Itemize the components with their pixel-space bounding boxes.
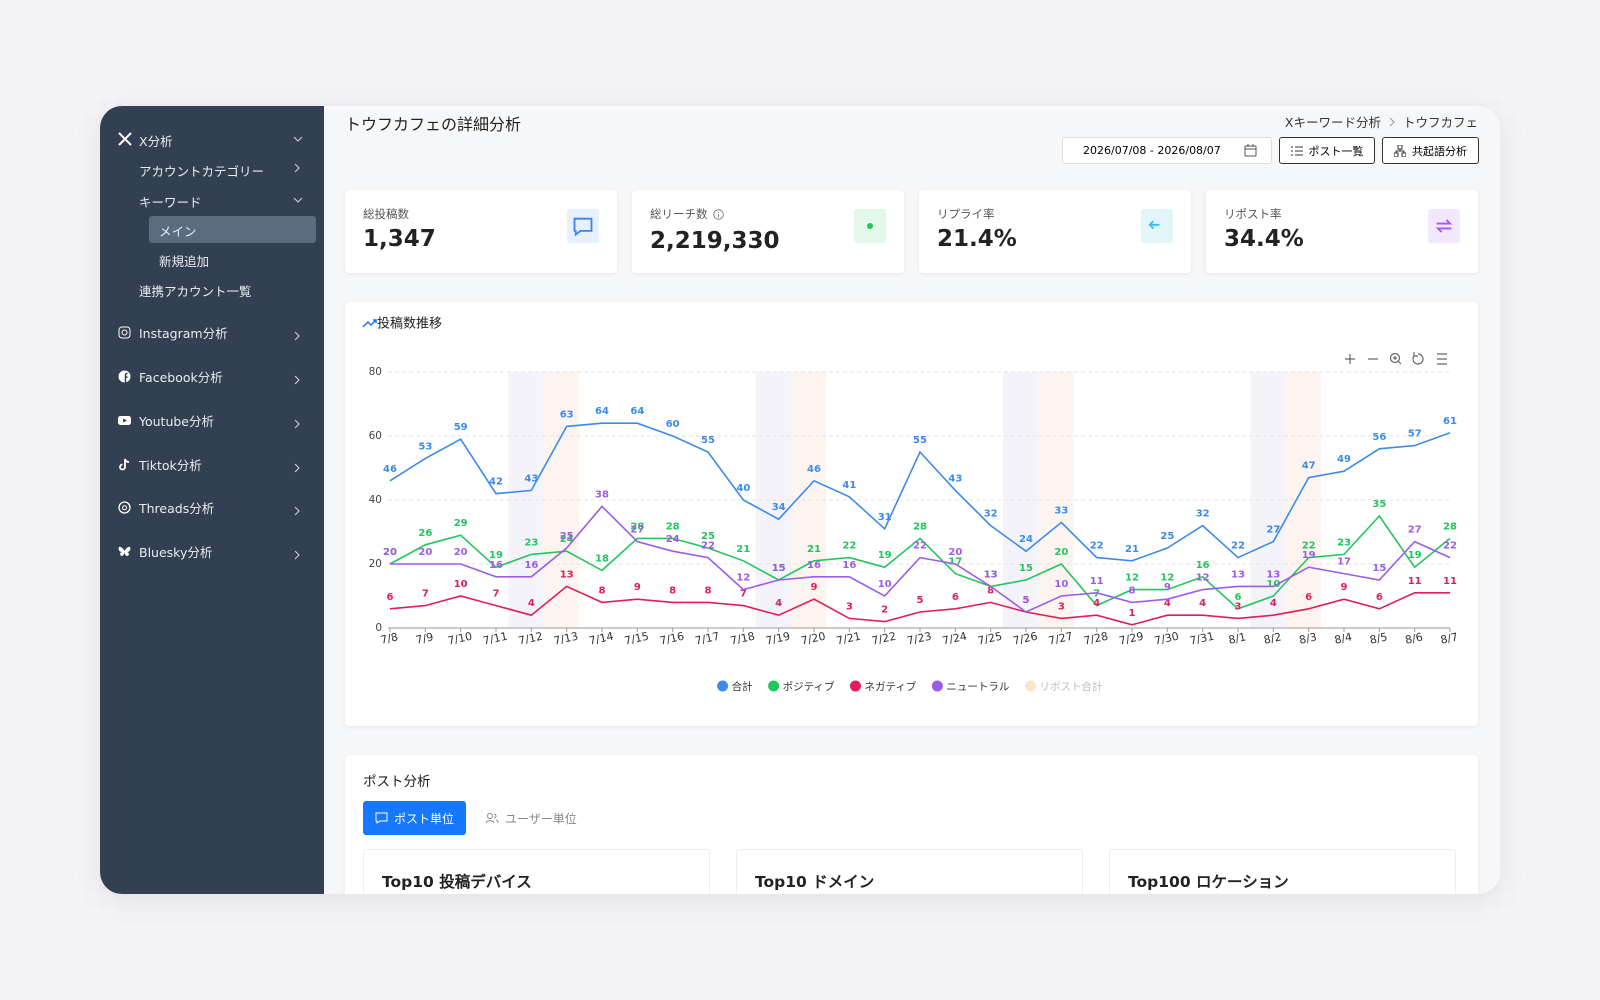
sub-card-title: Top100 ロケーション [1128, 873, 1289, 891]
kpi-card: 総投稿数 1,347 [345, 190, 617, 273]
nav-icon [118, 499, 131, 518]
nav-item[interactable]: Youtube分析 [139, 414, 214, 429]
sub-card-title: Top10 ドメイン [755, 873, 875, 891]
nav-item[interactable]: 連携アカウント一覧 [139, 284, 252, 299]
calendar-icon [1244, 144, 1257, 157]
kpi-label: リポスト率 [1224, 206, 1282, 222]
kpi-card: リプライ率 21.4% [919, 190, 1191, 273]
nav-item[interactable]: Facebook分析 [139, 370, 223, 385]
sidebar: X分析 アカウントカテゴリー キーワード メイン 新規追加 連携アカウント一覧 … [100, 106, 324, 894]
nav-item[interactable]: アカウントカテゴリー [139, 164, 265, 179]
chevron [293, 414, 301, 433]
kpi-label: 総投稿数 [363, 206, 409, 222]
chevron [293, 370, 301, 389]
chevron-icon [294, 463, 300, 473]
sub-card: Top10 ドメイン [736, 849, 1083, 894]
tab-active[interactable]: ポスト単位 [363, 801, 466, 835]
chevron [293, 136, 303, 142]
social-icon [118, 326, 131, 339]
kpi-value: 34.4% [1224, 226, 1304, 252]
kpi-icon-glyph [1435, 219, 1453, 233]
nav-icon [118, 368, 131, 387]
chevron-icon [294, 331, 300, 341]
social-icon [119, 458, 130, 471]
kpi-value: 1,347 [363, 226, 436, 252]
nav-icon [118, 324, 131, 343]
nav-item[interactable]: キーワード [139, 195, 202, 210]
kpi-icon [567, 209, 599, 243]
post-list-button[interactable]: ポスト一覧 [1279, 137, 1375, 164]
nav-item-active[interactable]: メイン [159, 224, 197, 239]
kpi-icon-glyph [573, 217, 593, 237]
chevron-icon [294, 419, 300, 429]
sub-card: Top100 ロケーション [1109, 849, 1456, 894]
kpi-label-text: 総投稿数 [363, 207, 409, 221]
kpi-icon [1428, 209, 1460, 243]
social-icon [118, 501, 131, 514]
chevron [293, 197, 303, 203]
kpi-label-text: リプライ率 [937, 207, 995, 221]
users-icon [485, 813, 499, 824]
kpi-value: 21.4% [937, 226, 1017, 252]
chevron [293, 458, 301, 477]
sub-card: Top10 投稿デバイス [363, 849, 710, 894]
kpi-icon-glyph [1148, 220, 1160, 230]
kpi-card: リポスト率 34.4% [1206, 190, 1478, 273]
nav-icon [118, 543, 131, 562]
date-range: 2026/07/08 - 2026/08/07 [1083, 144, 1221, 157]
chevron [293, 501, 301, 520]
chevron [293, 545, 301, 564]
chevron-icon [294, 375, 300, 385]
app-window: X分析 アカウントカテゴリー キーワード メイン 新規追加 連携アカウント一覧 … [100, 106, 1500, 894]
kpi-card: 総リーチ数 2,219,330 [632, 190, 904, 273]
tab[interactable]: ユーザー単位 [485, 801, 577, 835]
sub-card-title: Top10 投稿デバイス [382, 873, 532, 891]
section-title: ポスト分析 [363, 774, 431, 790]
date-picker[interactable]: 2026/07/08 - 2026/08/07 [1062, 137, 1272, 164]
separator [1389, 117, 1395, 126]
chevron-icon [294, 550, 300, 560]
button-label: 共起語分析 [1412, 144, 1467, 158]
post-analysis-card: ポスト分析 ポスト単位 ユーザー単位 Top10 投稿デバイス Top10 ドメイ… [345, 755, 1478, 894]
social-icon [118, 546, 131, 556]
nav-item[interactable]: Threads分析 [139, 501, 215, 516]
chevron [294, 163, 300, 173]
button-label: ポスト一覧 [1308, 144, 1364, 158]
nav-icon [118, 456, 131, 475]
nav-item[interactable]: Instagram分析 [139, 326, 228, 341]
tab-label: ユーザー単位 [505, 811, 577, 826]
chevron-icon [294, 506, 300, 516]
list-icon [1290, 146, 1303, 155]
social-icon [118, 370, 131, 383]
kpi-label: リプライ率 [937, 206, 995, 222]
page-title: トウフカフェの詳細分析 [345, 115, 522, 134]
chart-card [345, 302, 1478, 726]
kpi-label-text: リポスト率 [1224, 207, 1282, 221]
comment-icon [375, 812, 388, 824]
kpi-icon [854, 209, 886, 243]
info-icon[interactable] [712, 208, 724, 220]
nav-item[interactable]: 新規追加 [159, 254, 210, 269]
kpi-label: 総リーチ数 [650, 206, 724, 222]
x-icon [118, 132, 132, 146]
breadcrumb: Xキーワード分析 トウフカフェ [1285, 112, 1478, 131]
network-icon [1394, 144, 1406, 157]
nav-active-bg [149, 216, 316, 243]
kpi-value: 2,219,330 [650, 228, 780, 254]
nav-item[interactable]: Bluesky分析 [139, 545, 213, 560]
social-icon [118, 416, 131, 425]
kpi-label-text: 総リーチ数 [650, 207, 708, 221]
nav-icon [118, 412, 131, 431]
breadcrumb-item: トウフカフェ [1402, 115, 1478, 130]
tab-label: ポスト単位 [393, 811, 454, 826]
kpi-icon-glyph [866, 222, 874, 230]
breadcrumb-item[interactable]: Xキーワード分析 [1284, 115, 1381, 130]
kpi-icon [1141, 209, 1173, 243]
cooccurrence-button[interactable]: 共起語分析 [1382, 137, 1479, 164]
nav-item[interactable]: Tiktok分析 [139, 458, 202, 473]
nav-item[interactable]: X分析 [139, 134, 173, 149]
chevron [293, 326, 301, 345]
